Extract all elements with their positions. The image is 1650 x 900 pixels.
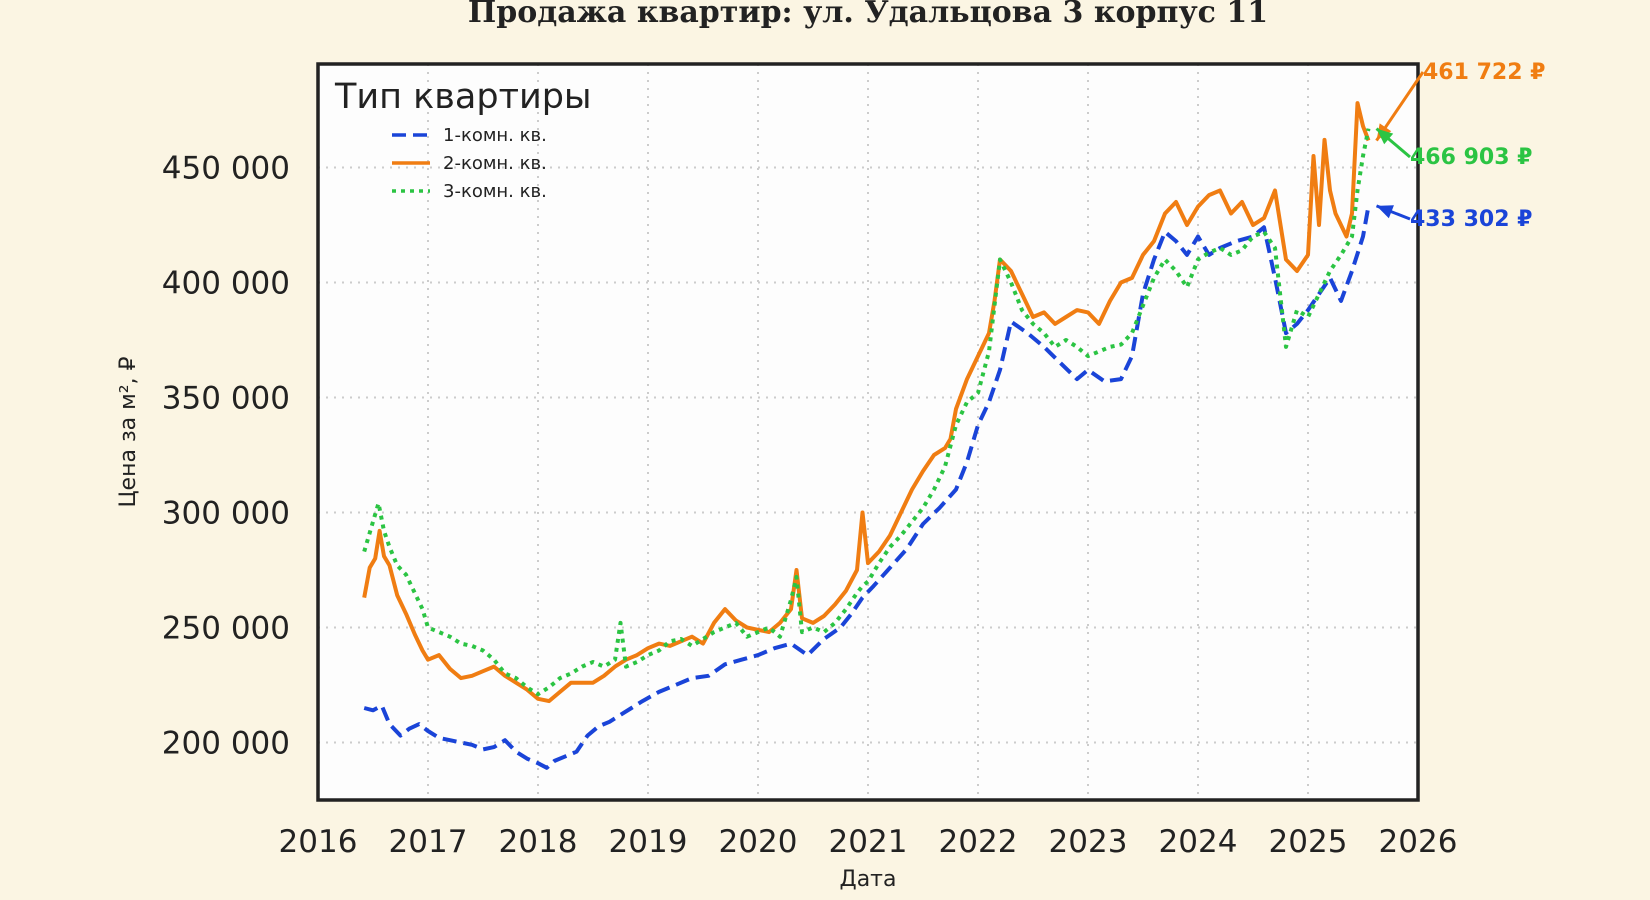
series-line-1 [363, 205, 1371, 770]
axis-ticks: 2016 2017 2018 2019 2020 2021 2022 2023 2024 2025… [162, 151, 1458, 861]
y-tick-label: 250 000 [162, 611, 290, 647]
legend: Тип квартиры 1-комн. кв. 2-комн. кв. 3-ком… [334, 77, 592, 202]
x-tick-label: 2022 [939, 824, 1018, 860]
y-axis-label: Цена за м², ₽ [116, 356, 141, 507]
annotation-arrowhead-2 [1376, 128, 1394, 145]
legend-label-1: 1-комн. кв. [443, 125, 547, 146]
series-line-2 [362, 101, 1371, 704]
end-annotations: 461 722 ₽ 466 903 ₽ 433 302 ₽ [1375, 60, 1545, 232]
x-tick-label: 2024 [1159, 824, 1238, 860]
plot-frame [316, 62, 1420, 802]
x-tick-label: 2020 [719, 824, 798, 860]
y-tick-label: 300 000 [162, 496, 290, 532]
x-axis-label: Дата [840, 867, 897, 892]
x-tick-label: 2025 [1269, 824, 1348, 860]
series-lines [362, 101, 1371, 770]
y-tick-label: 450 000 [162, 151, 290, 187]
legend-label-3: 3-комн. кв. [443, 181, 547, 202]
x-tick-label: 2026 [1379, 824, 1458, 860]
legend-label-2: 2-комн. кв. [443, 153, 547, 174]
y-tick-label: 200 000 [162, 726, 290, 762]
legend-items: 1-комн. кв. 2-комн. кв. 3-комн. кв. [392, 125, 547, 202]
x-tick-label: 2016 [279, 824, 358, 860]
chart-title: Продажа квартир: ул. Удальцова 3 корпус … [468, 0, 1268, 30]
x-tick-label: 2018 [499, 824, 578, 860]
annotation-label-3: 433 302 ₽ [1410, 207, 1532, 232]
annotation-label-2: 466 903 ₽ [1410, 145, 1532, 170]
annotation-arrowhead-3 [1376, 205, 1394, 219]
y-tick-label: 350 000 [162, 381, 290, 417]
x-tick-label: 2023 [1049, 824, 1128, 860]
x-tick-label: 2017 [389, 824, 468, 860]
annotation-label-1: 461 722 ₽ [1423, 60, 1545, 85]
legend-title: Тип квартиры [334, 77, 592, 117]
x-tick-label: 2019 [609, 824, 688, 860]
x-tick-label: 2021 [829, 824, 908, 860]
y-tick-label: 400 000 [162, 266, 290, 302]
